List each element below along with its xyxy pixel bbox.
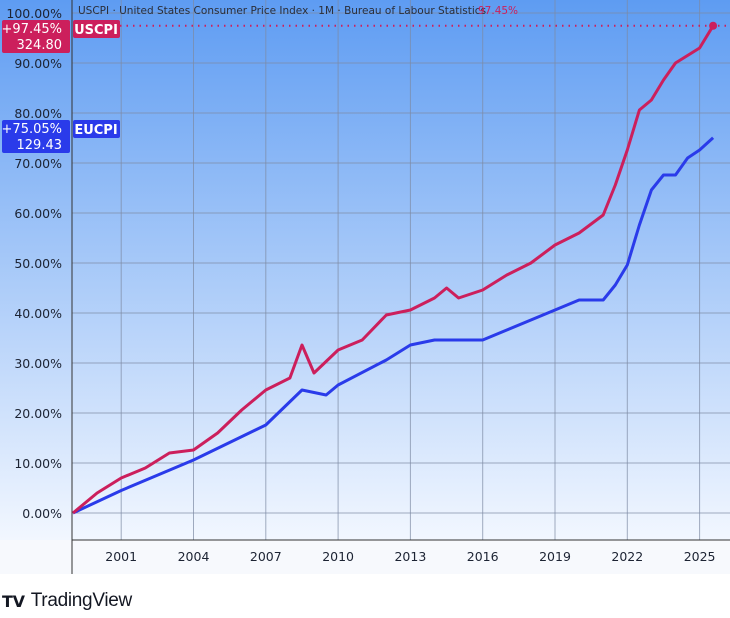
- y-tick-label: 90.00%: [14, 56, 62, 71]
- chart-title: USCPI · United States Consumer Price Ind…: [78, 5, 486, 17]
- x-tick-label: 2025: [684, 549, 716, 564]
- eucpi-series-name: EUCPI: [74, 123, 117, 138]
- y-tick-label: 20.00%: [14, 406, 62, 421]
- chart-title-value: 97.45%: [478, 5, 518, 17]
- eucpi-price-label: [2, 120, 70, 153]
- y-tick-label: 40.00%: [14, 306, 62, 321]
- y-tick-label: 60.00%: [14, 206, 62, 221]
- tradingview-logo-text: TradingView: [30, 590, 133, 611]
- series-line-uscpi: [72, 25, 715, 515]
- uscpi-name-label: [73, 20, 120, 38]
- x-axis-background: [0, 540, 730, 574]
- uscpi-pct-change: +97.45%: [2, 22, 62, 37]
- y-tick-label: 70.00%: [14, 156, 62, 171]
- x-tick-label: 2016: [467, 549, 499, 564]
- x-tick-label: 2001: [105, 549, 137, 564]
- y-tick-label: 30.00%: [14, 356, 62, 371]
- chart: 0.00% 10.00% 20.00% 30.00% 40.00% 50.00% 60.00…: [0, 0, 730, 574]
- eucpi-name-label: [73, 120, 120, 138]
- uscpi-last-value: 324.80: [17, 38, 63, 53]
- x-tick-label: 2007: [250, 549, 282, 564]
- y-tick-label: 10.00%: [14, 456, 62, 471]
- eucpi-pct-change: +75.05%: [2, 122, 62, 137]
- y-tick-label: 100.00%: [6, 6, 62, 21]
- uscpi-series-name: USCPI: [74, 23, 118, 38]
- x-tick-label: 2013: [394, 549, 426, 564]
- plot-background: [0, 0, 730, 540]
- series-line-eucpi: [72, 136, 715, 515]
- x-tick-label: 2019: [539, 549, 571, 564]
- y-tick-label: 50.00%: [14, 256, 62, 271]
- eucpi-last-value: 129.43: [17, 138, 63, 153]
- uscpi-last-point: [709, 21, 718, 30]
- x-tick-label: 2004: [178, 549, 210, 564]
- tradingview-logo: TV TradingView: [2, 590, 132, 612]
- x-tick-label: 2022: [611, 549, 643, 564]
- uscpi-price-label: [2, 20, 70, 53]
- tradingview-logo-mark: TV: [2, 591, 25, 611]
- x-tick-label: 2010: [322, 549, 354, 564]
- y-tick-label: 80.00%: [14, 106, 62, 121]
- y-tick-label: 0.00%: [22, 506, 62, 521]
